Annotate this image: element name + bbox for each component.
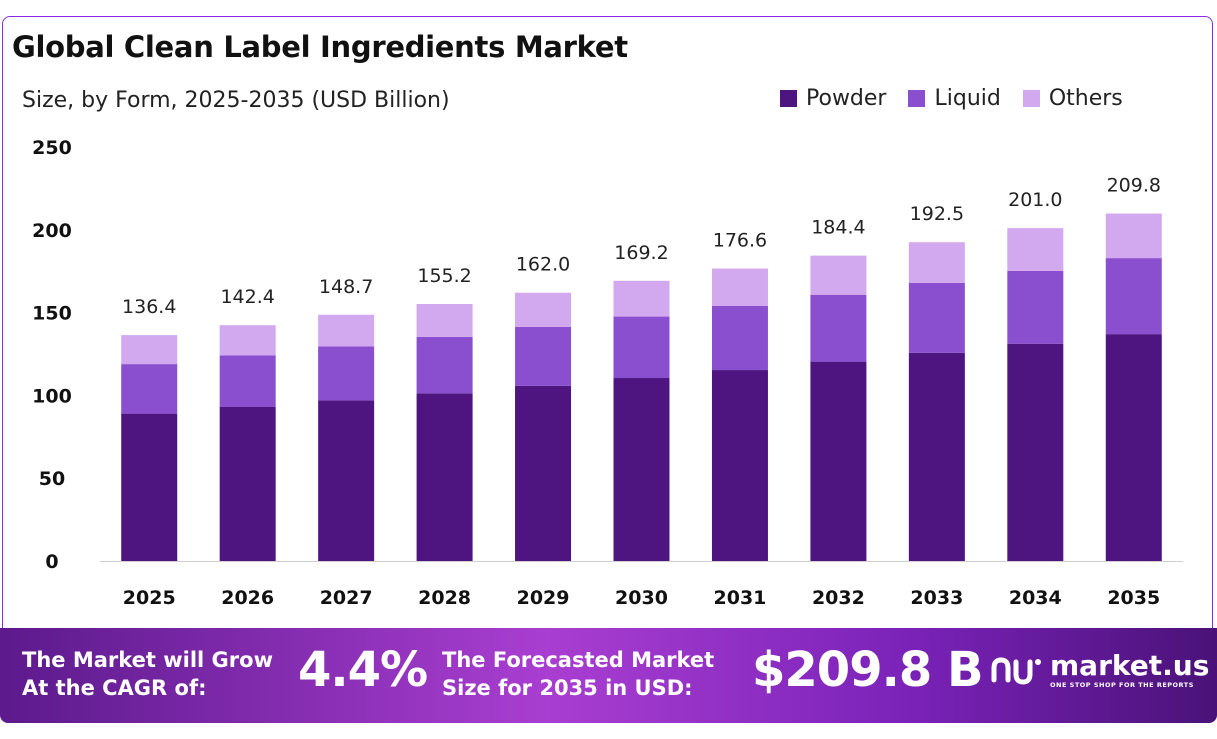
bar-liquid-2033: [908, 282, 965, 353]
legend-item-powder: Powder: [780, 86, 886, 111]
x-tick-label-2029: 2029: [517, 587, 570, 609]
bar-others-2035: [1105, 213, 1162, 259]
legend-item-others: Others: [1022, 86, 1123, 111]
total-label-2030: 169.2: [614, 242, 668, 264]
bar-others-2033: [908, 242, 965, 283]
stacked-bar-chart: 0 50 100 150 200 250 136.4 2025 142.4 2026 148.7 20…: [32, 137, 1183, 609]
cagr-label: The Market will Grow At the CAGR of:: [22, 646, 273, 702]
x-tick-label-2031: 2031: [714, 587, 767, 609]
legend-swatch-powder: [780, 90, 797, 107]
brand-tagline: ONE STOP SHOP FOR THE REPORTS: [1050, 681, 1194, 689]
bar-others-2025: [121, 335, 178, 365]
bar-liquid-2035: [1105, 258, 1162, 335]
bar-powder-2035: [1105, 334, 1162, 561]
forecast-label: The Forecasted Market Size for 2035 in U…: [442, 646, 714, 702]
y-tick-label-0: 0: [45, 551, 58, 573]
legend-item-liquid: Liquid: [908, 86, 1001, 111]
y-tick-label-250: 250: [32, 137, 72, 159]
y-tick-label-100: 100: [32, 385, 72, 407]
total-label-2029: 162.0: [516, 254, 570, 276]
x-tick-label-2030: 2030: [615, 587, 668, 609]
bar-liquid-2029: [515, 327, 572, 386]
bar-powder-2031: [711, 370, 768, 561]
bar-others-2029: [515, 292, 572, 328]
bar-liquid-2031: [711, 305, 768, 371]
bar-liquid-2026: [219, 355, 276, 407]
x-tick-label-2027: 2027: [320, 587, 373, 609]
brand-logo: market.us ONE STOP SHOP FOR THE REPORTS: [990, 652, 1209, 690]
market-us-logo-icon: [991, 657, 1041, 685]
x-tick-label-2032: 2032: [812, 587, 865, 609]
brand-name: market.us: [1050, 649, 1210, 682]
bar-others-2027: [318, 314, 375, 347]
bar-powder-2034: [1007, 343, 1064, 561]
legend-swatch-others: [1022, 90, 1040, 107]
bar-liquid-2030: [613, 316, 670, 379]
bar-liquid-2027: [318, 346, 375, 401]
bar-others-2030: [613, 280, 670, 317]
forecast-label-line1: The Forecasted Market: [442, 648, 715, 672]
total-label-2025: 136.4: [122, 296, 176, 318]
x-tick-label-2034: 2034: [1009, 587, 1062, 609]
bar-powder-2033: [908, 352, 965, 561]
bar-powder-2026: [219, 406, 276, 561]
total-label-2026: 142.4: [220, 286, 274, 308]
chart-title: Global Clean Label Ingredients Market: [12, 30, 628, 64]
legend-label-others: Others: [1048, 86, 1123, 111]
cagr-value: 4.4%: [298, 642, 428, 698]
bar-powder-2032: [810, 361, 867, 561]
cagr-label-line1: The Market will Grow: [22, 648, 273, 672]
total-label-2035: 209.8: [1107, 175, 1161, 197]
bar-liquid-2032: [810, 294, 867, 362]
x-tick-label-2026: 2026: [221, 587, 274, 609]
x-tick-label-2033: 2033: [910, 587, 963, 609]
bar-others-2034: [1007, 228, 1064, 271]
total-label-2034: 201.0: [1008, 189, 1062, 211]
y-tick-label-150: 150: [32, 303, 72, 325]
bar-liquid-2025: [121, 364, 178, 414]
total-label-2032: 184.4: [811, 217, 865, 239]
bar-powder-2030: [613, 378, 670, 561]
bar-liquid-2034: [1007, 270, 1064, 344]
legend: Powder Liquid Others: [780, 86, 1123, 111]
bar-powder-2027: [318, 400, 375, 561]
total-label-2031: 176.6: [713, 230, 767, 252]
x-tick-label-2035: 2035: [1107, 587, 1160, 609]
bar-others-2032: [810, 255, 867, 295]
total-label-2027: 148.7: [319, 276, 373, 298]
legend-swatch-liquid: [908, 90, 926, 107]
bar-powder-2028: [416, 393, 473, 561]
bar-others-2026: [219, 325, 276, 356]
legend-label-powder: Powder: [806, 86, 887, 111]
bar-powder-2029: [515, 385, 572, 561]
y-tick-label-200: 200: [32, 220, 72, 242]
forecast-label-line2: Size for 2035 in USD:: [442, 676, 693, 700]
chart-subtitle: Size, by Form, 2025-2035 (USD Billion): [22, 88, 450, 113]
bar-others-2031: [711, 268, 768, 306]
cagr-label-line2: At the CAGR of:: [22, 676, 207, 700]
x-tick-label-2028: 2028: [418, 587, 471, 609]
bar-powder-2025: [121, 413, 178, 561]
y-tick-label-50: 50: [39, 468, 65, 490]
total-label-2028: 155.2: [417, 265, 471, 287]
legend-label-liquid: Liquid: [934, 86, 1001, 111]
brand-text: market.us ONE STOP SHOP FOR THE REPORTS: [1050, 652, 1209, 690]
footer-banner: The Market will Grow At the CAGR of: 4.4…: [0, 628, 1217, 723]
x-tick-label-2025: 2025: [123, 587, 176, 609]
bar-liquid-2028: [416, 336, 473, 394]
total-label-2033: 192.5: [910, 203, 964, 225]
bar-others-2028: [416, 303, 473, 337]
forecast-value: $209.8 B: [752, 642, 984, 698]
